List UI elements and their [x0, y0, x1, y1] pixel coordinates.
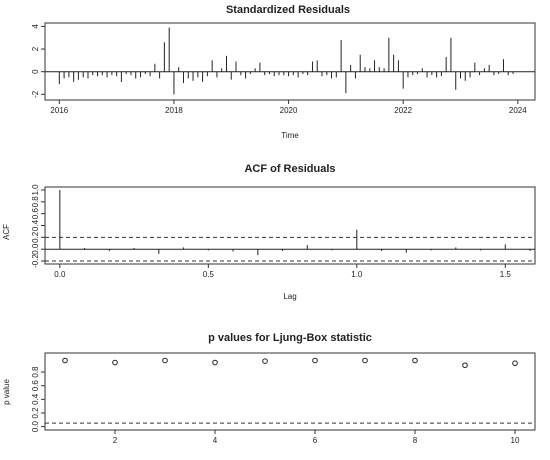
- acf-x-label: Lag: [283, 292, 296, 301]
- ljung-box-x-tick-label: 2: [113, 436, 118, 445]
- ljung-box-x-axis: 2 4 6 8 10: [113, 430, 520, 445]
- residuals-y-tick-label: 4: [31, 24, 40, 29]
- acf-y-label: ACF: [2, 224, 11, 240]
- acf-y-tick-label: 0.8: [31, 196, 40, 208]
- acf-y-tick-label: 1.0: [31, 184, 40, 196]
- acf-x-tick-label: 0.5: [203, 270, 215, 279]
- acf-y-tick-label: 0.0: [31, 243, 40, 255]
- ljung-box-y-tick-label: 0.4: [31, 393, 40, 405]
- p-value-point: [462, 362, 468, 369]
- residuals-y-axis: -2 0 2 4: [31, 24, 45, 98]
- residuals-y-tick-label: 2: [31, 46, 40, 51]
- ljung-box-y-tick-label: 0.6: [31, 380, 40, 392]
- acf-title: ACF of Residuals: [244, 163, 335, 175]
- acf-y-tick-label: 0.4: [31, 219, 40, 231]
- residuals-x-tick-label: 2020: [280, 106, 298, 115]
- ljung-box-y-axis: 0.00.2 0.40.6 0.8: [31, 366, 45, 432]
- ljung-box-title: p values for Ljung-Box statistic: [208, 332, 372, 344]
- p-value-point: [212, 359, 218, 366]
- residuals-x-label: Time: [281, 131, 299, 140]
- acf-plot-frame: [44, 186, 536, 265]
- ljung-box-y-tick-label: 0.0: [31, 420, 40, 432]
- ljung-box-y-tick-label: 0.2: [31, 407, 40, 419]
- acf-y-tick-label: 0.6: [31, 208, 40, 220]
- residuals-x-tick-label: 2022: [394, 106, 412, 115]
- residuals-x-tick-label: 2016: [50, 106, 68, 115]
- ljung-box-panel: p values for Ljung-Box statistic 2 4 6 8 10 …: [2, 332, 536, 445]
- residuals-y-tick-label: 0: [31, 69, 40, 74]
- p-value-point: [362, 357, 368, 364]
- acf-x-axis: 0.0 0.5 1.0 1.5: [54, 264, 511, 279]
- ljung-box-plot-frame: [44, 352, 536, 431]
- acf-x-tick-label: 1.0: [351, 270, 363, 279]
- residuals-x-axis: 2016 2018 2020 2022 2024: [50, 100, 527, 115]
- p-value-point: [162, 357, 168, 364]
- standardized-residuals-panel: Standardized Residuals 2016 2018 2020 2022 2…: [31, 4, 536, 140]
- residuals-plot-frame: [44, 22, 536, 101]
- acf-spikes: [45, 189, 535, 262]
- ljung-box-y-tick-label: 0.8: [31, 366, 40, 378]
- p-value-point: [412, 357, 418, 364]
- p-value-point: [262, 358, 268, 364]
- residuals-x-tick-label: 2018: [165, 106, 183, 115]
- ljung-box-x-tick-label: 4: [213, 436, 218, 445]
- p-value-point: [62, 357, 68, 364]
- acf-y-tick-label: -0.2: [31, 254, 40, 268]
- residuals-title: Standardized Residuals: [226, 4, 350, 16]
- ljung-box-x-tick-label: 8: [413, 436, 418, 445]
- p-value-point: [112, 359, 118, 366]
- p-value-point: [312, 357, 318, 364]
- ljung-box-y-label: p value: [2, 379, 11, 405]
- acf-y-axis: -0.20.00.20.40.60.81.0: [31, 184, 45, 268]
- ljung-box-x-tick-label: 10: [511, 436, 520, 445]
- acf-panel: ACF of Residuals 0.0 0.5 1.0 1.5 -0.20.00.2…: [2, 163, 536, 301]
- p-value-point: [512, 360, 518, 367]
- acf-y-tick-label: 0.2: [31, 231, 40, 243]
- ljung-box-x-tick-label: 6: [313, 436, 318, 445]
- residuals-x-tick-label: 2024: [509, 106, 527, 115]
- residuals-y-tick-label: -2: [31, 90, 40, 98]
- acf-x-tick-label: 0.0: [54, 270, 66, 279]
- acf-x-tick-label: 1.5: [500, 270, 512, 279]
- p-value-points: [45, 357, 535, 424]
- residual-spikes: [45, 27, 535, 95]
